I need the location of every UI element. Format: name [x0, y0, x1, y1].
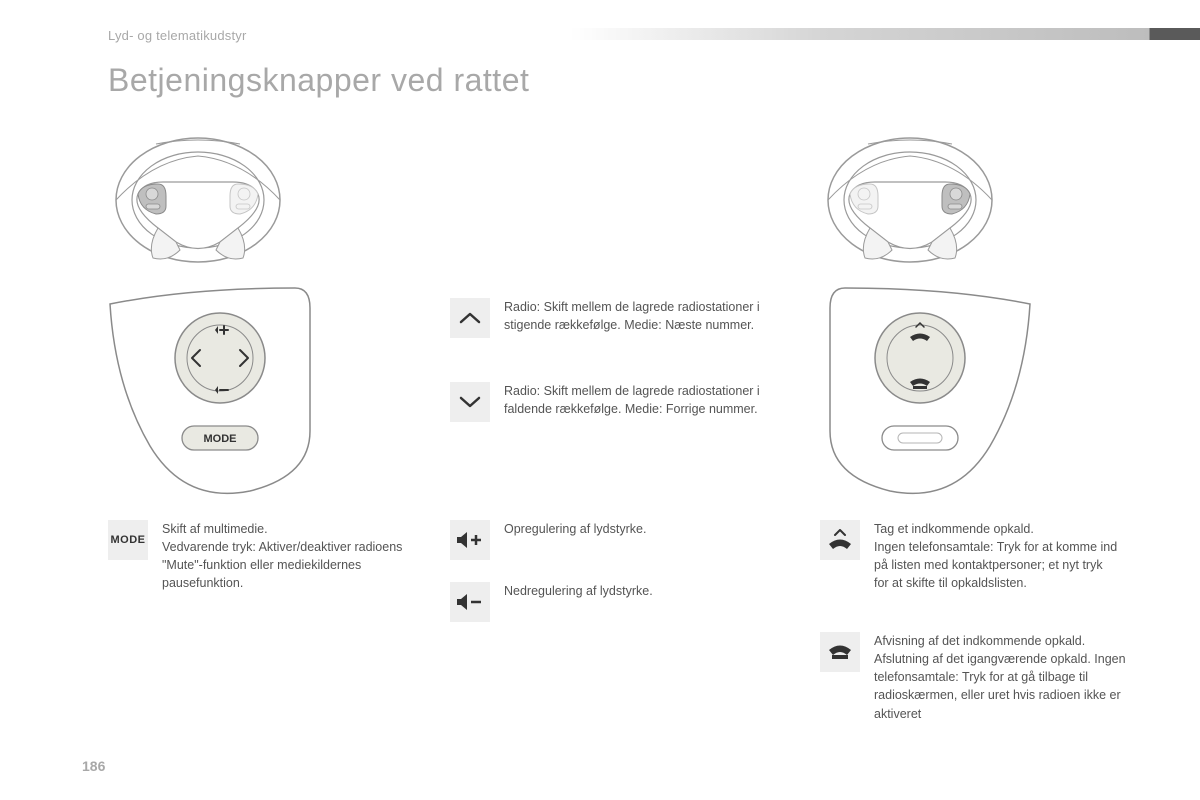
phone-pickup-icon [820, 520, 860, 560]
chevron-down-icon [450, 382, 490, 422]
mode-button-icon: MODE [108, 520, 148, 560]
phone-hangup-icon [820, 632, 860, 672]
chevron-up-description: Radio: Skift mellem de lagrede radiostat… [504, 298, 770, 334]
steering-wheel-left-icon [108, 130, 288, 270]
volume-down-icon [450, 582, 490, 622]
phone-pickup-description: Tag et indkommende opkald. Ingen telefon… [874, 520, 1120, 593]
mode-label: MODE [111, 534, 146, 546]
phone-hangup-description: Afvisning af det indkommende opkald. Afs… [874, 632, 1130, 723]
right-control-pod-icon [820, 286, 1040, 496]
svg-text:MODE: MODE [204, 433, 237, 445]
volume-up-icon [450, 520, 490, 560]
chevron-down-description: Radio: Skift mellem de lagrede radiostat… [504, 382, 770, 418]
mode-description: Skift af multimedie. Vedvarende tryk: Ak… [162, 520, 408, 593]
header-gradient-bar [570, 28, 1200, 40]
section-label: Lyd- og telematikudstyr [108, 28, 247, 43]
steering-wheel-right-icon [820, 130, 1000, 270]
page-number: 186 [82, 758, 105, 774]
chevron-up-icon [450, 298, 490, 338]
page-title: Betjeningsknapper ved rattet [108, 62, 529, 99]
left-control-pod-icon: MODE [100, 286, 320, 496]
volume-down-description: Nedregulering af lydstyrke. [504, 582, 653, 600]
volume-up-description: Opregulering af lydstyrke. [504, 520, 646, 538]
